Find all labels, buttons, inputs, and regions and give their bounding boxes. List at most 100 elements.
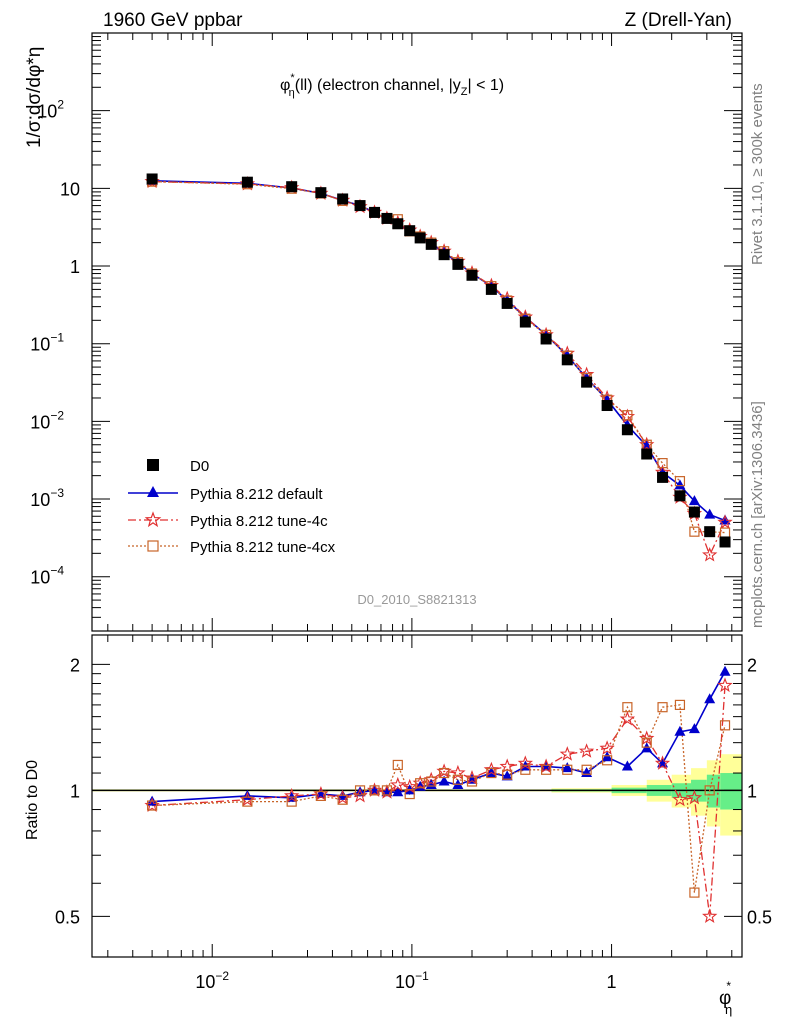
main-tune-4cx-line [152,180,726,534]
ratio-tune-4c-point [702,908,718,923]
ratio-tune-4c-point [686,789,703,805]
legend-label-d0: D0 [190,458,209,475]
ratio-tune-4cx-point [452,774,464,785]
ratio-default-point [438,775,450,786]
header-right-title: Z (Drell-Yan) [625,10,732,31]
main-d0-point [146,173,158,185]
main-d0-point [337,193,349,205]
ratio-y-tick-label: 1 [70,781,80,801]
y-tick-label: 10 [60,179,80,199]
ratio-tune-4c-point [483,761,500,777]
ratio-tune-4cx-point [540,764,552,775]
ratio-tune-4cx-point [657,702,668,713]
main-default-point [674,479,686,490]
ratio-tune-4c-point [559,746,575,761]
main-d0-point [601,400,613,412]
ratio-tune-4cx-point [520,764,531,775]
ratio-default-point [704,693,716,704]
main-d0-point [438,249,450,261]
ratio-default-point [501,770,513,781]
legend-marker-default [147,486,159,497]
ratio-default-point [621,760,633,771]
ratio-tune-4cx-point [689,887,700,898]
main-d0-point [241,176,253,188]
main-d0-point [354,200,366,212]
y-tick-label: 10−4 [30,564,64,588]
main-tune-4cx-point [719,527,731,538]
ratio-y-tick-label: 2 [70,655,80,675]
main-tune-4cx-point [657,458,668,469]
main-default-point [688,495,700,506]
legend-label-tune-4c: Pythia 8.212 tune-4c [190,513,328,530]
ratio-tune-4cx-point [426,776,437,787]
main-tune-4cx-point [689,526,700,537]
ratio-tune-4cx-point [562,764,573,775]
ratio-tune-4cx-point [337,794,348,805]
ratio-tune-4cx-point [415,778,426,789]
ratio-y-tick-label-right: 1 [747,781,757,801]
main-d0-point [466,269,478,281]
ratio-tune-4c-point [654,755,671,770]
chart-title: φ* η(ll) (electron channel, |yZ| < 1) [280,72,504,99]
ratio-panel-frame [91,634,743,958]
ratio-tune-4cx-point [719,720,731,731]
main-d0-point [485,283,497,295]
header-left-title: 1960 GeV ppbar [103,10,243,31]
main-tune-4cx-point [674,476,686,487]
ratio-tune-4c-point [619,711,636,726]
ratio-default-point [561,762,573,773]
ratio-tune-4c-point [599,740,615,755]
main-d0-point [540,333,552,345]
y-tick-label: 102 [37,98,64,122]
ratio-tune-4c-point [538,758,554,774]
ratio-tune-4c-point [517,755,534,770]
y-tick-label: 1 [70,257,80,277]
y-tick-label: 10−1 [30,331,64,355]
ratio-tune-4cx-point [622,702,633,713]
legend-marker-tune-4c [144,511,162,528]
main-tune-4c-point [702,547,718,562]
ratio-tune-4cx-point [381,785,393,796]
ratio-tune-4c-point [717,677,733,693]
ratio-tune-4cx-point [602,755,613,766]
main-panel-frame [91,32,743,632]
main-d0-point [621,424,633,436]
main-d0-point [452,258,464,270]
main-d0-point [704,526,716,538]
ratio-tune-4c-point [284,787,300,803]
ratio-y-tick-label-right: 2 [747,655,757,675]
ratio-tune-4cx-point [315,790,326,802]
x-tick-label: 10−1 [395,969,429,992]
x-tick-label: 1 [607,972,617,992]
ratio-y-tick-label-right: 0.5 [747,907,772,927]
x-tick-label: 10−2 [195,969,229,992]
ratio-tune-4cx-point [581,764,592,775]
ratio-tune-4c-point [639,730,655,746]
analysis-id: D0_2010_S8821313 [357,592,476,607]
ratio-tune-4cx-point [354,785,366,796]
ratio-tune-4cx-point [502,769,513,780]
main-tune-4c-point [717,514,733,529]
main-d0-point [674,490,686,502]
ratio-tune-4cx-point [641,737,652,748]
ratio-y-axis-label: Ratio to D0 [24,760,41,840]
ratio-tune-4cx-line [152,704,726,893]
main-d0-point [581,376,593,388]
ratio-default-point [719,665,731,676]
x-axis-label: φ* η [719,979,732,1017]
ratio-tune-4c-point [464,770,480,785]
main-d0-point [561,354,573,366]
main-y-axis-label: 1/σ;dσ/dφ*η [24,47,45,148]
ratio-tune-4c-point [390,776,406,792]
main-tune-4cx-point [622,410,633,421]
ratio-y-tick-label: 0.5 [55,907,80,927]
ratio-tune-4c-point [578,743,595,758]
main-d0-point [404,225,416,237]
ratio-tune-4cx-point [369,785,380,796]
ratio-uncertainty-bands [92,754,742,836]
main-panel [91,32,743,632]
legend-marker-d0 [147,459,159,471]
ratio-tune-4c-point [672,791,688,807]
ratio-tune-4c-line [152,685,726,917]
